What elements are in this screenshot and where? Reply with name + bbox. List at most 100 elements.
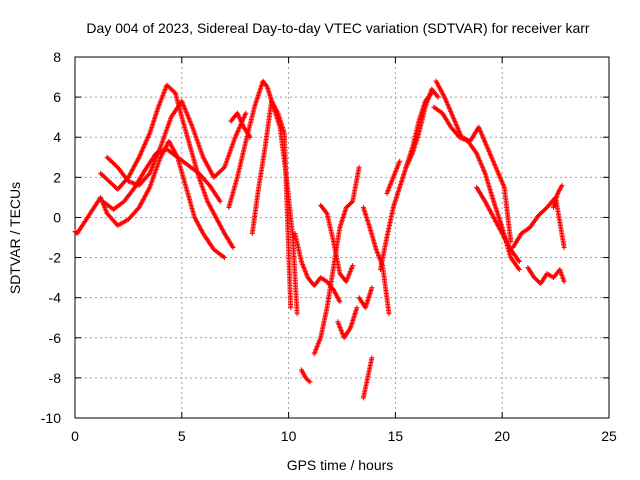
track-segment — [442, 96, 455, 119]
series-tracks-w — [525, 265, 567, 287]
track-segment — [391, 160, 402, 179]
series-tracks-r — [403, 90, 435, 170]
track-segment — [112, 199, 126, 212]
series-tracks-o — [360, 204, 392, 317]
track-segment — [312, 276, 323, 287]
track-segment — [143, 152, 158, 171]
data-point — [288, 305, 294, 311]
track-segment — [235, 112, 246, 129]
series-tracks-t — [431, 104, 522, 273]
track-segment — [147, 106, 161, 135]
data-point — [243, 110, 249, 116]
y-tick-label: 8 — [53, 49, 61, 65]
track-segment — [269, 99, 280, 115]
track-segment — [281, 132, 294, 309]
track-segment — [509, 256, 521, 271]
data-point — [222, 255, 228, 261]
track-segment — [451, 116, 464, 139]
data-point — [294, 311, 300, 317]
x-tick-label: 5 — [178, 428, 186, 444]
track-segment — [380, 264, 392, 315]
track-segment — [212, 165, 226, 179]
data-point — [516, 267, 522, 273]
y-tick-label: -4 — [49, 290, 62, 306]
series-tracks-f — [249, 98, 294, 311]
track-segment — [378, 236, 390, 271]
track-segment — [290, 236, 300, 315]
track-segment — [169, 99, 184, 119]
track-segment — [173, 92, 184, 119]
track-segment — [179, 116, 193, 149]
track-segment — [537, 205, 549, 217]
track-segment — [384, 206, 396, 239]
track-segment — [432, 105, 444, 115]
track-segment — [335, 320, 347, 339]
data-point — [516, 259, 522, 265]
track-segment — [188, 146, 201, 179]
track-segment — [551, 268, 562, 279]
data-point — [369, 355, 375, 361]
track-segment — [155, 147, 169, 156]
data-point — [559, 182, 565, 188]
data-point — [356, 164, 362, 170]
track-segment — [205, 200, 218, 219]
track-segment — [190, 126, 206, 159]
track-segment — [474, 152, 488, 175]
y-tick-label: -8 — [49, 370, 62, 386]
x-tick-label: 10 — [281, 428, 297, 444]
data-point — [307, 379, 313, 385]
data-point — [508, 239, 514, 245]
track-segment — [147, 156, 163, 189]
data-point — [217, 198, 223, 204]
track-segment — [365, 356, 375, 379]
track-segment — [262, 100, 274, 149]
track-segment — [483, 200, 496, 219]
series-tracks-l — [335, 305, 360, 341]
track-segment — [551, 192, 560, 209]
track-segment — [299, 260, 310, 279]
track-segment — [440, 111, 453, 129]
track-segment — [361, 376, 370, 399]
track-segment — [207, 184, 222, 203]
x-tick-label: 15 — [388, 428, 404, 444]
track-segment — [557, 268, 567, 283]
track-segment — [116, 165, 131, 183]
track-segment — [126, 206, 141, 221]
track-segment — [292, 232, 304, 263]
track-segment — [502, 186, 514, 243]
track-segment — [165, 147, 179, 159]
x-tick-label: 25 — [601, 428, 617, 444]
data-point — [230, 245, 236, 251]
x-tick-label: 0 — [71, 428, 79, 444]
plot-frame — [74, 56, 610, 419]
y-tick-label: 0 — [53, 209, 61, 225]
track-segment — [312, 336, 323, 355]
series-tracks-i — [298, 367, 313, 385]
series-tracks-m — [356, 285, 375, 311]
series-tracks-c — [104, 98, 249, 188]
chart-title: Day 004 of 2023, Sidereal Day-to-day VTE… — [86, 20, 589, 36]
y-tick-label: -6 — [49, 330, 62, 346]
y-tick-label: 4 — [53, 129, 61, 145]
series-tracks-p — [377, 86, 441, 273]
track-segment — [397, 166, 409, 189]
axis-ticks: 0 5 10 15 20 25 -10 -8 -6 -4 -2 0 2 4 6 8 — [41, 49, 617, 444]
track-segment — [526, 266, 536, 279]
series-tracks-n — [360, 355, 375, 401]
track-segment — [434, 79, 447, 99]
track-segment — [101, 199, 115, 212]
track-segment — [235, 140, 249, 179]
grid-lines — [75, 57, 609, 418]
track-segment — [226, 176, 240, 209]
data-point — [435, 94, 441, 100]
series-tracks-g — [228, 110, 253, 140]
series-tracks-k — [318, 202, 356, 285]
track-segment — [350, 166, 362, 203]
track-segment — [201, 156, 216, 179]
data-point — [561, 245, 567, 251]
track-segment — [137, 132, 152, 159]
series-tracks-h — [292, 230, 343, 305]
data-point — [429, 90, 435, 96]
y-tick-label: -10 — [41, 410, 61, 426]
